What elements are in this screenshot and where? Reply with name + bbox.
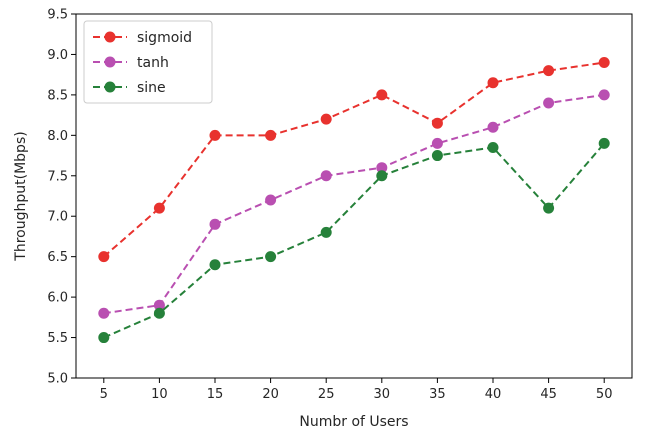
- y-axis-title: Throughput(Mbps): [13, 131, 29, 261]
- legend: sigmoid tanh sine: [83, 20, 213, 104]
- legend-marker-tanh: [104, 56, 116, 68]
- x-tick-label: 35: [429, 387, 446, 402]
- data-point-tanh: [265, 194, 277, 206]
- x-tick-label: 40: [485, 387, 502, 402]
- series-sine: [98, 137, 610, 344]
- series-tanh: [98, 89, 610, 319]
- data-point-sigmoid: [265, 129, 277, 141]
- y-tick-label: 5.5: [47, 331, 68, 346]
- series-sigmoid: [98, 57, 610, 263]
- series-line-sigmoid: [103, 61, 605, 258]
- x-tick-label: 45: [540, 387, 557, 402]
- series-line-sine: [103, 142, 605, 339]
- data-point-sigmoid: [543, 65, 555, 77]
- x-tick-label: 20: [262, 387, 279, 402]
- legend-marker-sine: [104, 81, 116, 93]
- data-point-sigmoid: [98, 251, 110, 263]
- data-point-tanh: [209, 218, 221, 230]
- data-point-sigmoid: [153, 202, 165, 214]
- axes: 5 10 15 20 25 30 35 40 45 50 5.0 5.5 6.0 6.5 7.0 7.5 8.0…: [47, 8, 633, 402]
- data-point-tanh: [598, 89, 610, 101]
- data-point-tanh: [98, 307, 110, 319]
- legend-item-sigmoid: sigmoid: [93, 30, 192, 46]
- y-tick-label: 9.5: [47, 8, 68, 23]
- legend-label-sigmoid: sigmoid: [137, 30, 192, 46]
- data-point-sine: [487, 141, 499, 153]
- x-tick-label: 25: [318, 387, 335, 402]
- data-point-tanh: [320, 170, 332, 182]
- data-point-sine: [598, 137, 610, 149]
- data-point-sine: [265, 251, 277, 263]
- data-point-tanh: [153, 299, 165, 311]
- x-tick-label: 10: [151, 387, 168, 402]
- data-point-sigmoid: [487, 77, 499, 89]
- data-point-sigmoid: [431, 117, 443, 129]
- data-point-sigmoid: [209, 129, 221, 141]
- x-axis-title: Numbr of Users: [299, 414, 408, 430]
- y-tick-label: 8.5: [47, 88, 68, 103]
- data-point-sigmoid: [320, 113, 332, 125]
- data-point-tanh: [376, 162, 388, 174]
- data-point-sine: [431, 150, 443, 162]
- plot-frame: [75, 13, 633, 379]
- y-tick-label: 5.0: [47, 372, 68, 387]
- data-point-tanh: [431, 137, 443, 149]
- legend-marker-sigmoid: [104, 31, 116, 43]
- x-tick-label: 5: [100, 387, 108, 402]
- y-tick-label: 8.0: [47, 129, 68, 144]
- data-point-sine: [209, 259, 221, 271]
- data-point-sigmoid: [598, 57, 610, 69]
- legend-item-sine: sine: [93, 80, 166, 96]
- data-point-sine: [376, 170, 388, 182]
- y-tick-label: 6.5: [47, 250, 68, 265]
- y-tick-label: 6.0: [47, 291, 68, 306]
- legend-item-tanh: tanh: [93, 55, 169, 71]
- data-point-sine: [98, 332, 110, 344]
- data-point-tanh: [543, 97, 555, 109]
- legend-label-tanh: tanh: [137, 55, 169, 71]
- x-tick-label: 30: [374, 387, 391, 402]
- y-tick-label: 9.0: [47, 48, 68, 63]
- series-line-tanh: [103, 93, 605, 315]
- y-tick-label: 7.0: [47, 210, 68, 225]
- data-point-sine: [320, 226, 332, 238]
- data-point-sigmoid: [376, 89, 388, 101]
- series-group: [98, 57, 610, 344]
- data-point-sine: [543, 202, 555, 214]
- x-tick-label: 15: [207, 387, 224, 402]
- x-tick-label: 50: [596, 387, 613, 402]
- data-point-tanh: [487, 121, 499, 133]
- legend-box: [83, 20, 213, 104]
- legend-label-sine: sine: [137, 80, 166, 96]
- y-tick-label: 7.5: [47, 169, 68, 184]
- data-point-sine: [153, 307, 165, 319]
